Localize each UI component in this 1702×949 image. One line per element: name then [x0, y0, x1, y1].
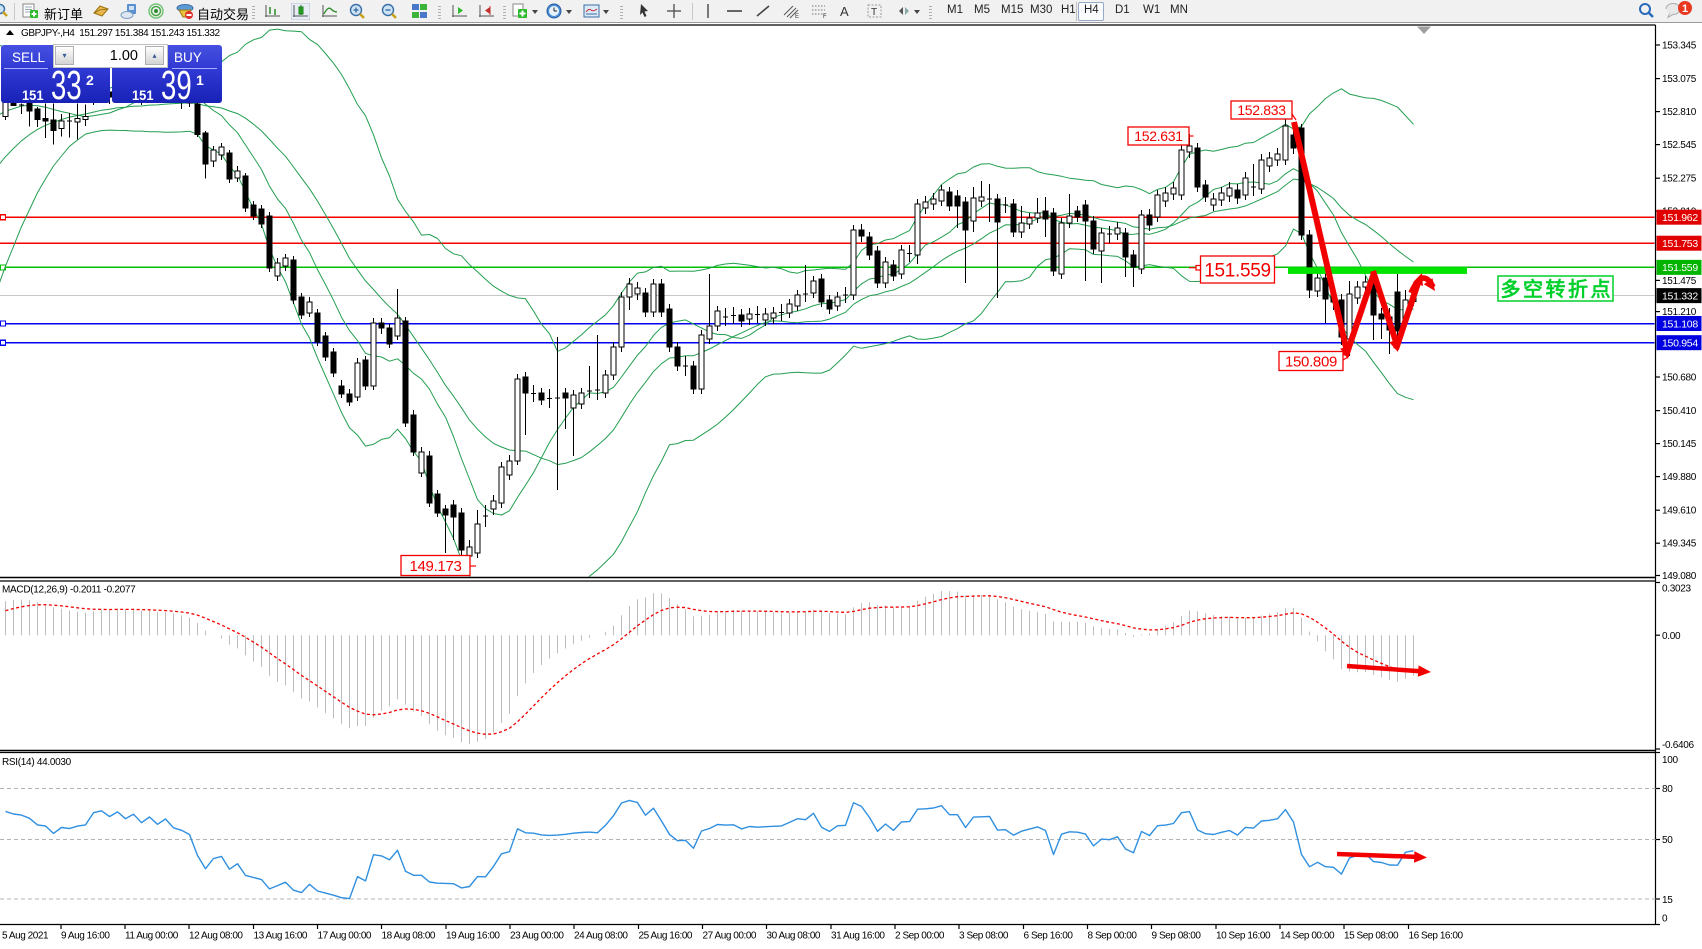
svg-text:151.559: 151.559	[1662, 262, 1698, 274]
svg-text:149.880: 149.880	[1662, 472, 1697, 483]
svg-text:5 Aug 2021: 5 Aug 2021	[2, 931, 49, 942]
svg-text:151.210: 151.210	[1662, 307, 1697, 318]
svg-text:150.954: 150.954	[1662, 338, 1698, 350]
svg-text:16 Sep 16:00: 16 Sep 16:00	[1409, 931, 1464, 942]
svg-text:17 Aug 00:00: 17 Aug 00:00	[318, 931, 372, 942]
svg-text:151.108: 151.108	[1662, 318, 1698, 330]
svg-text:23 Aug 00:00: 23 Aug 00:00	[510, 931, 564, 942]
svg-text:6 Sep 16:00: 6 Sep 16:00	[1024, 931, 1074, 942]
svg-text:T: T	[871, 7, 877, 18]
svg-text:多空转折点: 多空转折点	[1501, 277, 1614, 301]
svg-text:10 Sep 16:00: 10 Sep 16:00	[1216, 931, 1271, 942]
svg-text:2 Sep 00:00: 2 Sep 00:00	[895, 931, 945, 942]
svg-text:151.475: 151.475	[1662, 276, 1697, 287]
svg-text:152.545: 152.545	[1662, 140, 1697, 151]
svg-text:152.631: 152.631	[1134, 128, 1183, 144]
svg-text:8 Sep 00:00: 8 Sep 00:00	[1088, 931, 1138, 942]
svg-text:100: 100	[1662, 755, 1679, 766]
svg-text:150.680: 150.680	[1662, 373, 1697, 384]
svg-text:15 Sep 08:00: 15 Sep 08:00	[1344, 931, 1399, 942]
svg-text:0.3023: 0.3023	[1662, 584, 1692, 595]
svg-text:27 Aug 00:00: 27 Aug 00:00	[703, 931, 757, 942]
svg-text:50: 50	[1662, 835, 1673, 846]
svg-text:149.345: 149.345	[1662, 539, 1697, 550]
svg-text:11 Aug 00:00: 11 Aug 00:00	[125, 931, 179, 942]
svg-text:F: F	[823, 14, 827, 19]
svg-text:152.833: 152.833	[1237, 102, 1286, 118]
svg-text:9 Sep 08:00: 9 Sep 08:00	[1152, 931, 1202, 942]
svg-text:12 Aug 08:00: 12 Aug 08:00	[189, 931, 243, 942]
svg-text:150.410: 150.410	[1662, 406, 1697, 417]
svg-text:0.00: 0.00	[1662, 631, 1681, 642]
svg-text:153.345: 153.345	[1662, 41, 1697, 52]
svg-text:151.559: 151.559	[1204, 260, 1271, 281]
svg-text:150.145: 150.145	[1662, 439, 1697, 450]
svg-text:-0.6406: -0.6406	[1662, 740, 1695, 751]
svg-text:150.809: 150.809	[1285, 353, 1337, 370]
svg-text:19 Aug 16:00: 19 Aug 16:00	[446, 931, 500, 942]
svg-text:152.275: 152.275	[1662, 174, 1697, 185]
svg-text:24 Aug 08:00: 24 Aug 08:00	[574, 931, 628, 942]
svg-text:30 Aug 08:00: 30 Aug 08:00	[767, 931, 821, 942]
svg-text:151.962: 151.962	[1662, 212, 1698, 224]
svg-text:153.075: 153.075	[1662, 74, 1697, 85]
svg-text:149.080: 149.080	[1662, 571, 1697, 582]
svg-text:9 Aug 16:00: 9 Aug 16:00	[61, 931, 110, 942]
svg-text:25 Aug 16:00: 25 Aug 16:00	[639, 931, 693, 942]
svg-text:149.173: 149.173	[409, 558, 461, 575]
svg-text:18 Aug 08:00: 18 Aug 08:00	[382, 931, 436, 942]
svg-text:13 Aug 16:00: 13 Aug 16:00	[254, 931, 308, 942]
svg-text:151.332: 151.332	[1662, 290, 1698, 302]
svg-text:3 Sep 08:00: 3 Sep 08:00	[959, 931, 1009, 942]
svg-text:15: 15	[1662, 895, 1673, 906]
svg-text:RSI(14) 44.0030: RSI(14) 44.0030	[2, 757, 72, 768]
svg-text:31 Aug 16:00: 31 Aug 16:00	[831, 931, 885, 942]
svg-text:152.810: 152.810	[1662, 107, 1697, 118]
svg-text:E: E	[795, 14, 799, 19]
svg-text:14 Sep 00:00: 14 Sep 00:00	[1280, 931, 1335, 942]
svg-text:80: 80	[1662, 784, 1673, 795]
svg-text:151.753: 151.753	[1662, 238, 1698, 250]
svg-text:149.610: 149.610	[1662, 506, 1697, 517]
svg-text:0: 0	[1662, 914, 1668, 925]
svg-text:1: 1	[1682, 3, 1688, 15]
svg-text:MACD(12,26,9) -0.2011 -0.2077: MACD(12,26,9) -0.2011 -0.2077	[2, 585, 136, 596]
